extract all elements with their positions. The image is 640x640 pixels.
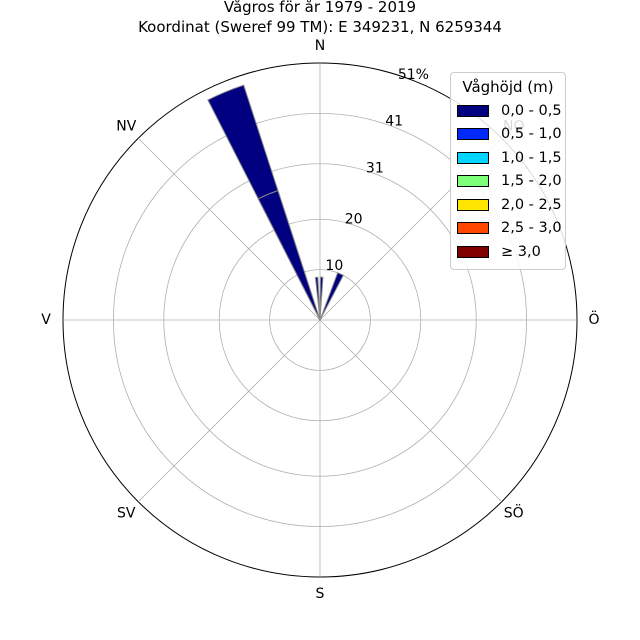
radial-tick-label: 10 xyxy=(325,258,343,274)
radial-tick-label: 41 xyxy=(385,114,403,130)
legend-item: ≥ 3,0 xyxy=(451,240,565,264)
direction-label: Ö xyxy=(588,310,599,328)
polar-grid xyxy=(62,62,578,578)
wind-rose-bar xyxy=(257,189,321,321)
legend-label: 0,0 - 0,5 xyxy=(501,102,562,119)
legend-item: 2,0 - 2,5 xyxy=(451,193,565,217)
radial-tick-label: 51% xyxy=(398,67,429,83)
legend-label: 2,5 - 3,0 xyxy=(501,220,562,237)
wind-rose-bars xyxy=(207,84,344,321)
grid-spoke xyxy=(137,319,321,503)
legend-swatch xyxy=(457,175,489,188)
chart-title: Vågros för år 1979 - 2019 xyxy=(223,0,417,16)
radial-tick-label: 20 xyxy=(345,211,363,227)
legend-swatch xyxy=(457,151,489,164)
legend-label: 1,5 - 2,0 xyxy=(501,173,562,190)
direction-label: S xyxy=(316,586,325,602)
direction-label: SV xyxy=(117,506,136,522)
legend-label: ≥ 3,0 xyxy=(501,243,541,260)
radial-tick-label: 31 xyxy=(366,160,384,176)
direction-label: N xyxy=(315,38,325,54)
legend-swatch xyxy=(457,222,489,235)
grid-spoke xyxy=(319,319,503,503)
legend-label: 0,5 - 1,0 xyxy=(501,126,562,143)
grid-spoke xyxy=(137,137,321,321)
legend-title: Våghöjd (m) xyxy=(462,78,554,96)
wind-rose-bar xyxy=(319,272,344,321)
legend-swatch xyxy=(457,128,489,141)
direction-label: NV xyxy=(116,118,136,134)
legend-item: 0,0 - 0,5 xyxy=(451,99,565,123)
legend-items: 0,0 - 0,5 0,5 - 1,0 1,0 - 1,5 1,5 - 2,0 2,0 … xyxy=(451,99,565,264)
legend-item: 1,0 - 1,5 xyxy=(451,146,565,170)
legend-swatch xyxy=(457,198,489,211)
radial-tick-labels: 10 20 31 41 51% xyxy=(325,67,429,274)
legend-item: 1,5 - 2,0 xyxy=(451,170,565,194)
wind-rose-bar xyxy=(314,276,321,321)
legend-swatch xyxy=(457,245,489,258)
legend-label: 2,0 - 2,5 xyxy=(501,196,562,213)
legend-item: 0,5 - 1,0 xyxy=(451,123,565,147)
legend-swatch xyxy=(457,104,489,117)
legend-item: 2,5 - 3,0 xyxy=(451,217,565,241)
direction-label: V xyxy=(41,312,51,328)
chart-subtitle: Koordinat (Sweref 99 TM): E 349231, N 62… xyxy=(138,18,502,36)
direction-label: SÖ xyxy=(504,504,524,522)
legend: Våghöjd (m) 0,0 - 0,5 0,5 - 1,0 1,0 - 1,5 1… xyxy=(450,72,566,270)
legend-label: 1,0 - 1,5 xyxy=(501,149,562,166)
wind-rose-bar xyxy=(319,276,324,321)
